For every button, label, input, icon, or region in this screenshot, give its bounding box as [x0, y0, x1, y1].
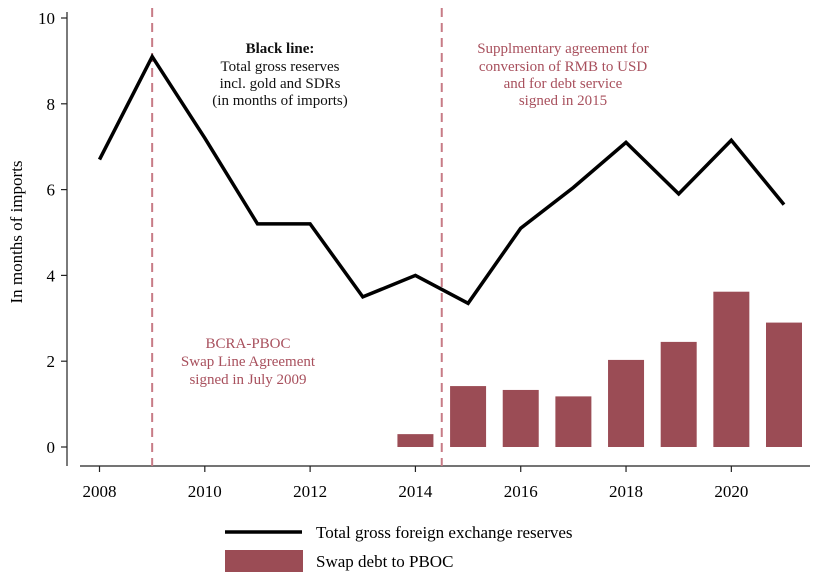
- bar-swap-debt-2018: [608, 359, 645, 447]
- legend-line-label: Total gross foreign exchange reserves: [316, 523, 573, 542]
- annotation-bcra: BCRA-PBOC Swap Line Agreement signed in …: [181, 336, 316, 388]
- bar-swap-debt-2021: [766, 322, 802, 447]
- bar-swap-debt-2020: [713, 291, 750, 447]
- bar-swap-debt-2017: [555, 396, 592, 447]
- vertical-reference-lines: [151, 8, 443, 466]
- y-ticks: 0 2 4 6 8 10: [38, 9, 67, 457]
- x-tick-label: 2014: [398, 482, 433, 501]
- annotation-black-line-1: Total gross reserves: [221, 59, 340, 75]
- x-tick-label: 2008: [83, 482, 117, 501]
- bars-swap-debt: [397, 291, 802, 447]
- y-tick-label: 4: [47, 266, 56, 285]
- annotation-supplementary-1: Supplmentary agreement for: [477, 41, 649, 57]
- x-tick-label: 2020: [714, 482, 748, 501]
- annotation-black-line-3: (in months of imports): [212, 93, 347, 109]
- annotation-bcra-2: Swap Line Agreement: [181, 354, 316, 370]
- annotation-black-line-title: Black line:: [246, 41, 315, 57]
- legend: Total gross foreign exchange reserves Sw…: [225, 523, 573, 572]
- bar-swap-debt-2014: [397, 434, 434, 447]
- legend-bar-label: Swap debt to PBOC: [316, 552, 453, 571]
- y-tick-label: 10: [38, 9, 55, 28]
- line-total-gross-reserves: [97, 53, 786, 306]
- annotation-black-line-2: incl. gold and SDRs: [220, 76, 341, 92]
- y-axis-label: In months of imports: [7, 160, 26, 303]
- annotation-supplementary-4: signed in 2015: [519, 93, 607, 109]
- bar-swap-debt-2015: [450, 386, 487, 447]
- x-tick-label: 2018: [609, 482, 643, 501]
- annotation-bcra-3: signed in July 2009: [189, 372, 306, 388]
- annotation-supplementary-3: and for debt service: [504, 76, 623, 92]
- y-tick-label: 2: [47, 352, 56, 371]
- y-tick-label: 8: [47, 95, 56, 114]
- annotation-supplementary-2: conversion of RMB to USD: [479, 59, 648, 75]
- x-tick-label: 2016: [504, 482, 538, 501]
- bar-swap-debt-2016: [502, 389, 539, 447]
- y-tick-label: 0: [47, 438, 56, 457]
- x-ticks: 2008 2010 2012 2014 2016 2018 2020: [83, 466, 748, 501]
- x-tick-label: 2010: [188, 482, 222, 501]
- annotation-supplementary: Supplmentary agreement for conversion of…: [477, 41, 649, 109]
- y-tick-label: 6: [47, 181, 56, 200]
- annotation-black-line: Black line: Total gross reserves incl. g…: [212, 41, 347, 109]
- legend-bar-swatch: [225, 550, 303, 572]
- annotation-bcra-1: BCRA-PBOC: [205, 336, 290, 352]
- bar-swap-debt-2019: [660, 341, 697, 447]
- x-tick-label: 2012: [293, 482, 327, 501]
